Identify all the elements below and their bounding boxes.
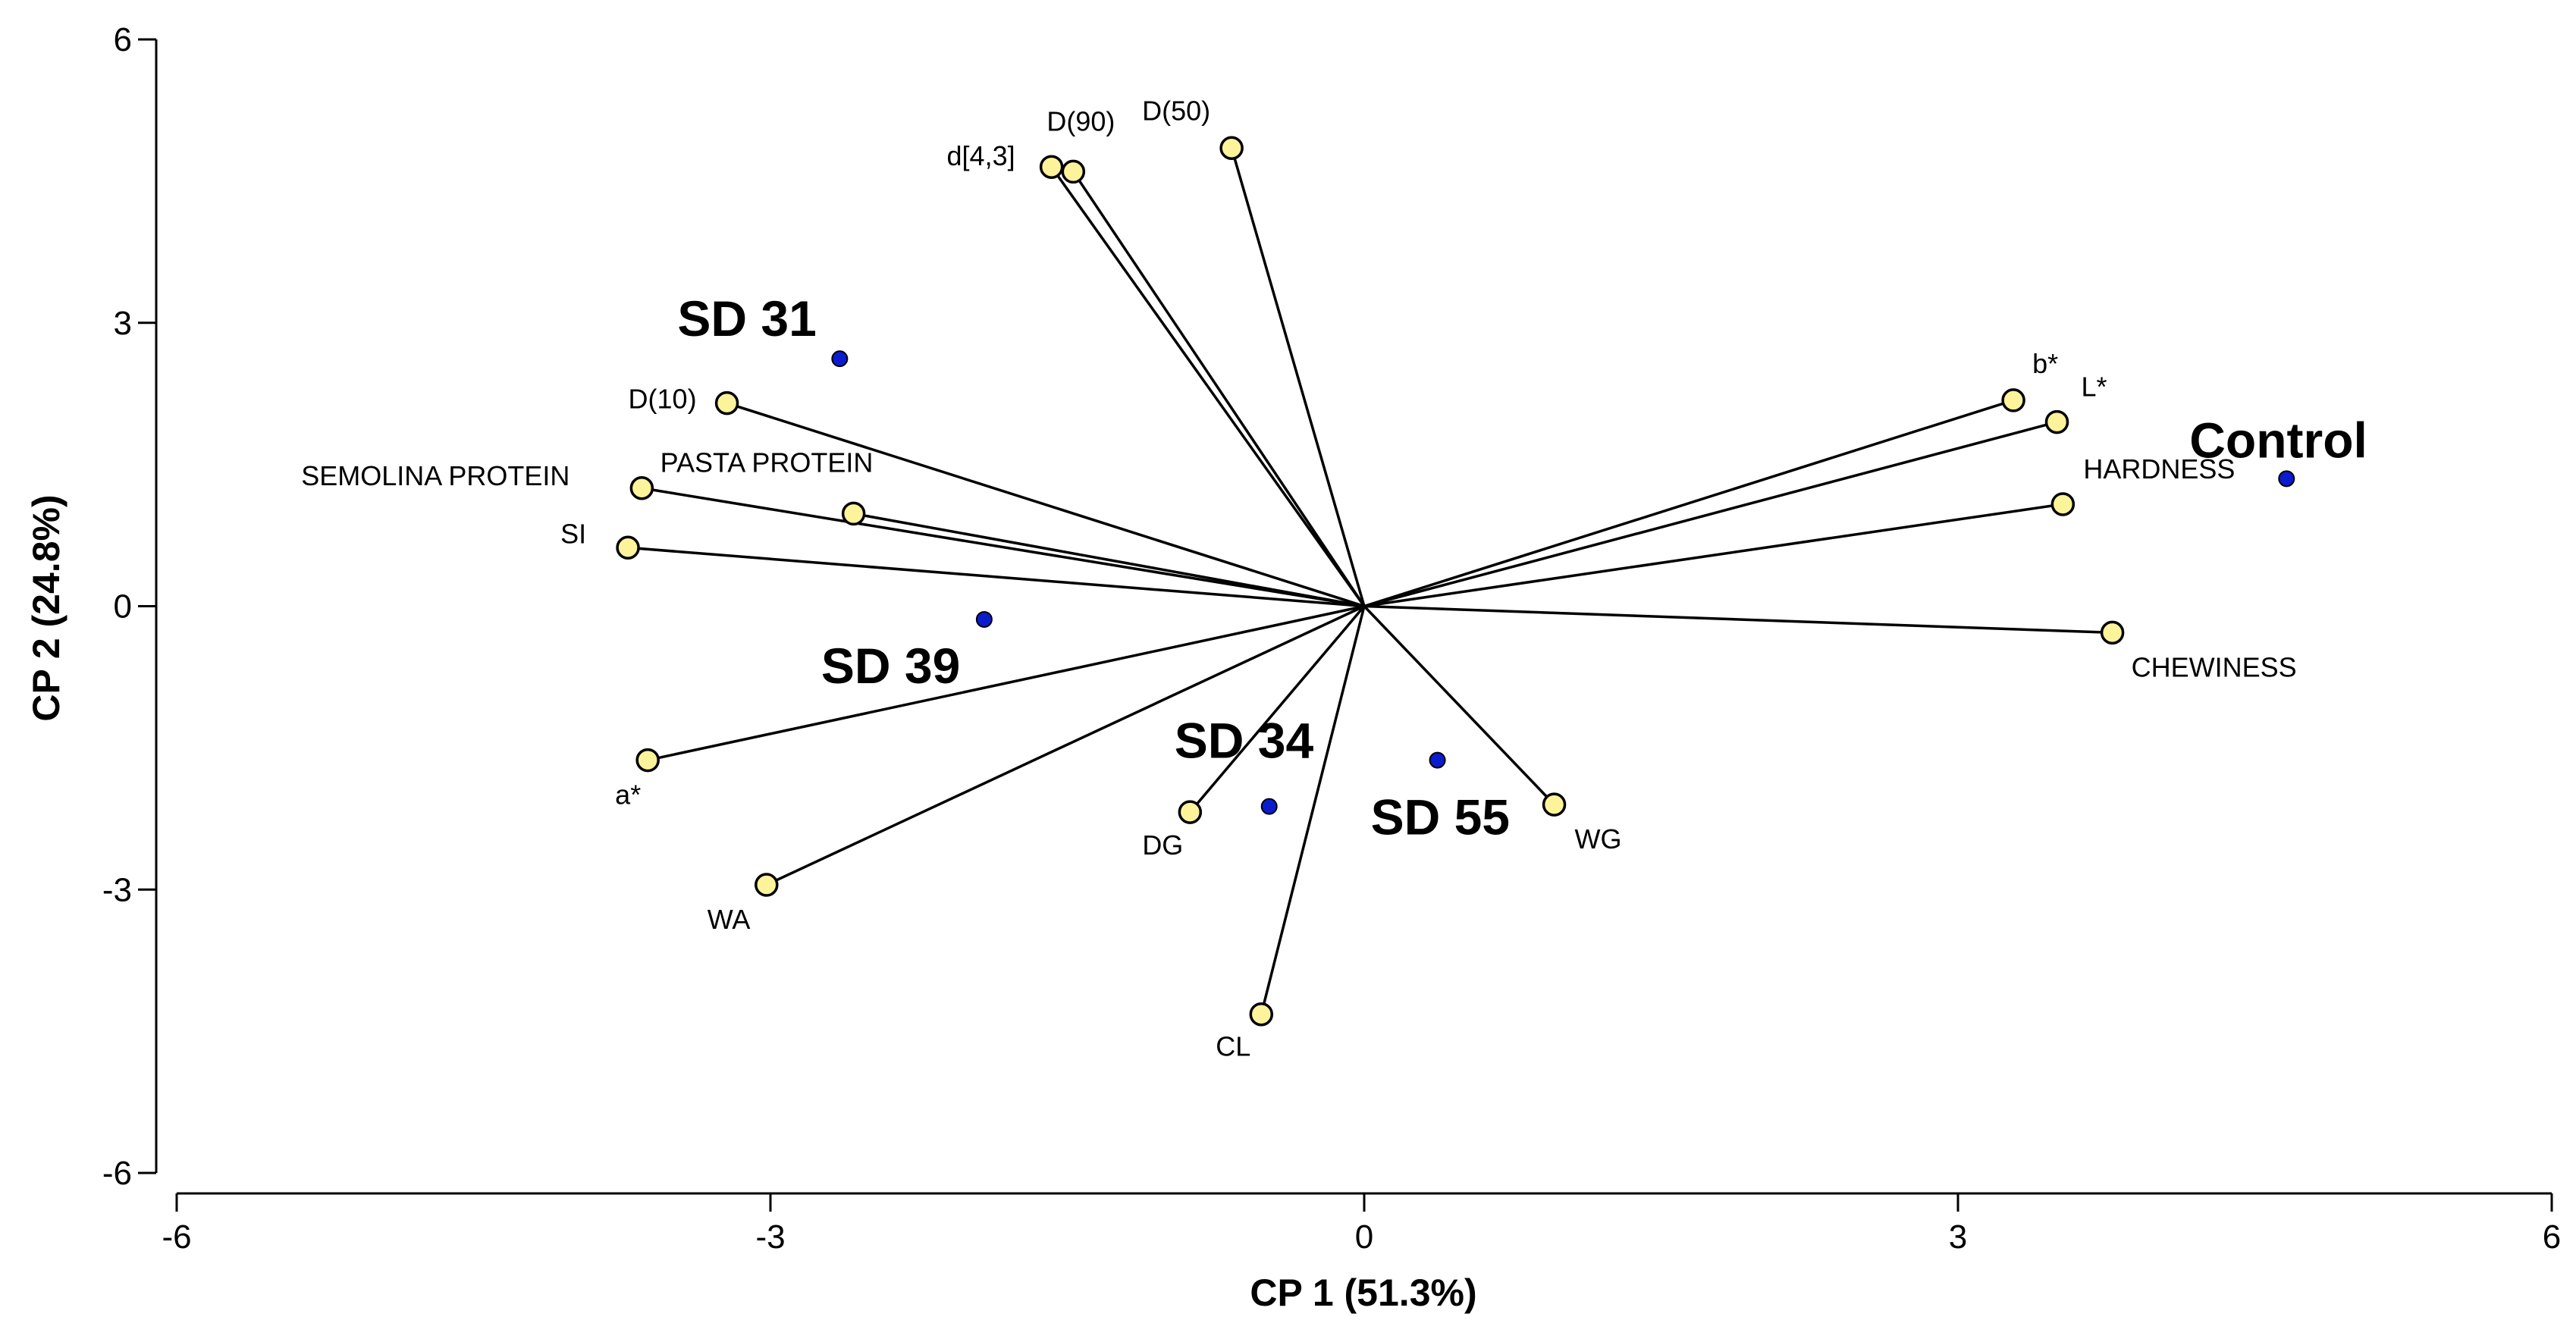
y-tick-label: -6 — [102, 1155, 132, 1192]
vector-pasta-protein — [853, 512, 1365, 608]
y-axis-title: CP 2 (24.8%) — [25, 494, 67, 721]
variable-point-wa — [755, 873, 779, 897]
sample-label-sd-31: SD 31 — [677, 290, 816, 347]
sample-point-sd-34 — [1260, 798, 1278, 815]
vector-d-90 — [1072, 171, 1366, 607]
vector-wg — [1363, 605, 1555, 806]
variable-label-semolina-protein: SEMOLINA PROTEIN — [301, 460, 569, 491]
sample-point-sd-55 — [1429, 751, 1446, 769]
variable-label-a: a* — [615, 779, 641, 811]
x-axis-title: CP 1 (51.3%) — [1250, 1272, 1476, 1314]
vector-chewiness — [1363, 604, 2113, 635]
vector-si — [627, 546, 1365, 608]
variable-point-dg — [1178, 800, 1203, 824]
variable-point-cl — [1249, 1002, 1274, 1027]
vector-d-50 — [1230, 147, 1366, 607]
variable-label-wa: WA — [708, 904, 751, 935]
y-tick-label: 3 — [114, 305, 132, 342]
variable-label-si: SI — [560, 518, 586, 549]
sample-points — [831, 350, 2295, 815]
sample-point-sd-39 — [975, 610, 993, 628]
sample-label-control: Control — [2189, 412, 2367, 468]
y-tick-label: 0 — [114, 588, 132, 626]
sample-label-sd-55: SD 55 — [1371, 789, 1510, 845]
x-tick-label: 3 — [1949, 1218, 1967, 1256]
variable-label-cl: CL — [1216, 1031, 1250, 1062]
variable-label-chewiness: CHEWINESS — [2132, 651, 2297, 682]
variable-point-l — [2044, 409, 2069, 434]
vector-b — [1363, 399, 2014, 608]
variable-label-l: L* — [2082, 372, 2107, 403]
variable-label-wg: WG — [1575, 823, 1622, 855]
point-labels: d[4,3] D(90) D(50) D(10) PASTA PROTEIN SEMOLI… — [301, 95, 2367, 1061]
vector-semolina-protein — [642, 487, 1365, 608]
sample-point-control — [2278, 470, 2295, 488]
sample-label-sd-34: SD 34 — [1175, 713, 1314, 769]
variable-point-d-50 — [1219, 136, 1244, 161]
x-tick-label: 0 — [1355, 1218, 1373, 1256]
vector-a — [647, 604, 1365, 762]
vector-l — [1363, 420, 2057, 608]
variable-point-d-4-3 — [1039, 155, 1064, 179]
vector-d-4-3 — [1050, 166, 1366, 607]
variable-point-b — [2001, 388, 2025, 412]
x-tick-label: -3 — [755, 1218, 785, 1256]
variable-label-d-10: D(10) — [629, 384, 697, 415]
x-tick-label: -6 — [162, 1218, 191, 1256]
vector-d-10 — [726, 401, 1365, 608]
vector-hardness — [1363, 503, 2063, 608]
variable-label-d-90: D(90) — [1046, 105, 1115, 136]
y-tick-label: -3 — [102, 871, 132, 908]
y-tick-label: 6 — [114, 21, 132, 58]
sample-label-sd-39: SD 39 — [821, 638, 960, 694]
variable-label-pasta-protein: PASTA PROTEIN — [660, 447, 874, 478]
variable-label-b: b* — [2032, 348, 2058, 379]
sample-point-sd-31 — [831, 350, 849, 368]
variable-point-d-10 — [714, 390, 739, 415]
variable-point-a — [635, 748, 660, 773]
x-tick-label: 6 — [2543, 1218, 2561, 1256]
variable-point-pasta-protein — [841, 501, 866, 526]
variable-point-si — [616, 535, 640, 560]
vector-cl — [1260, 606, 1366, 1015]
axes: -6 -3 0 3 6 -6 -3 0 3 6 — [102, 21, 2561, 1256]
vector-wa — [766, 604, 1365, 886]
variable-point-chewiness — [2100, 620, 2125, 645]
variable-label-hardness: HARDNESS — [2083, 453, 2235, 484]
variable-label-dg: DG — [1142, 829, 1183, 861]
loading-vectors — [627, 147, 2113, 1015]
variable-point-semolina-protein — [629, 476, 654, 500]
variable-points — [616, 136, 2125, 1027]
variable-point-hardness — [2050, 492, 2076, 516]
variable-label-d-50: D(50) — [1142, 95, 1210, 126]
variable-label-d-4-3: d[4,3] — [947, 140, 1015, 171]
variable-point-d-90 — [1061, 159, 1086, 184]
vector-dg — [1188, 605, 1366, 814]
variable-point-wg — [1542, 792, 1567, 817]
